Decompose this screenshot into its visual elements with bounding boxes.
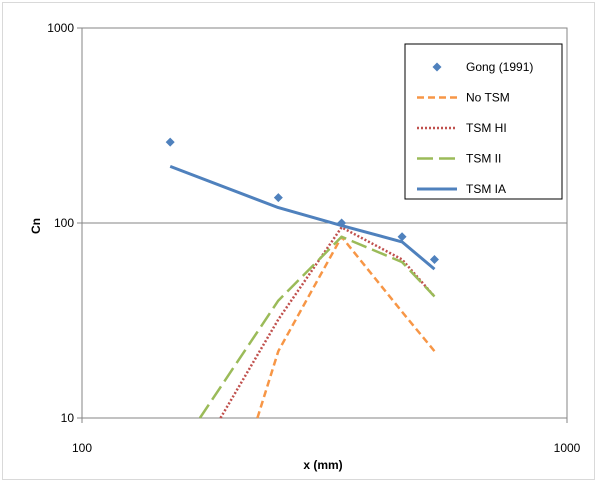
data-point-gong-1991	[337, 218, 347, 228]
legend-box	[404, 43, 563, 200]
legend-label-tsm-hi: TSM HI	[466, 121, 507, 135]
data-point-gong-1991	[273, 193, 283, 203]
y-tick-label: 10	[61, 411, 75, 425]
legend-swatch-gong-1991	[432, 62, 442, 72]
y-axis-ticks: 10 100 1000	[47, 21, 82, 425]
legend-label-no-tsm: No TSM	[466, 91, 510, 105]
x-axis-ticks: 100 1000	[72, 418, 581, 455]
series-line-tsm-ii	[198, 235, 436, 419]
y-tick-label: 100	[54, 216, 74, 230]
legend-label-tsm-ii: TSM II	[466, 152, 501, 166]
data-point-gong-1991	[397, 232, 407, 242]
legend: Gong (1991) No TSM TSM HI TSM II TSM IA	[404, 43, 563, 200]
series-markers	[165, 137, 439, 264]
x-tick-label: 1000	[554, 441, 581, 455]
legend-label-gong-1991: Gong (1991)	[466, 60, 533, 74]
y-axis-title: Cn	[29, 218, 43, 234]
x-axis-title: x (mm)	[303, 458, 342, 472]
data-point-gong-1991	[165, 137, 175, 147]
data-point-gong-1991	[429, 254, 439, 264]
legend-label-tsm-ia: TSM IA	[466, 182, 506, 196]
y-tick-label: 1000	[47, 21, 74, 35]
x-tick-label: 100	[72, 441, 92, 455]
series-line-tsm-hi	[219, 226, 436, 419]
